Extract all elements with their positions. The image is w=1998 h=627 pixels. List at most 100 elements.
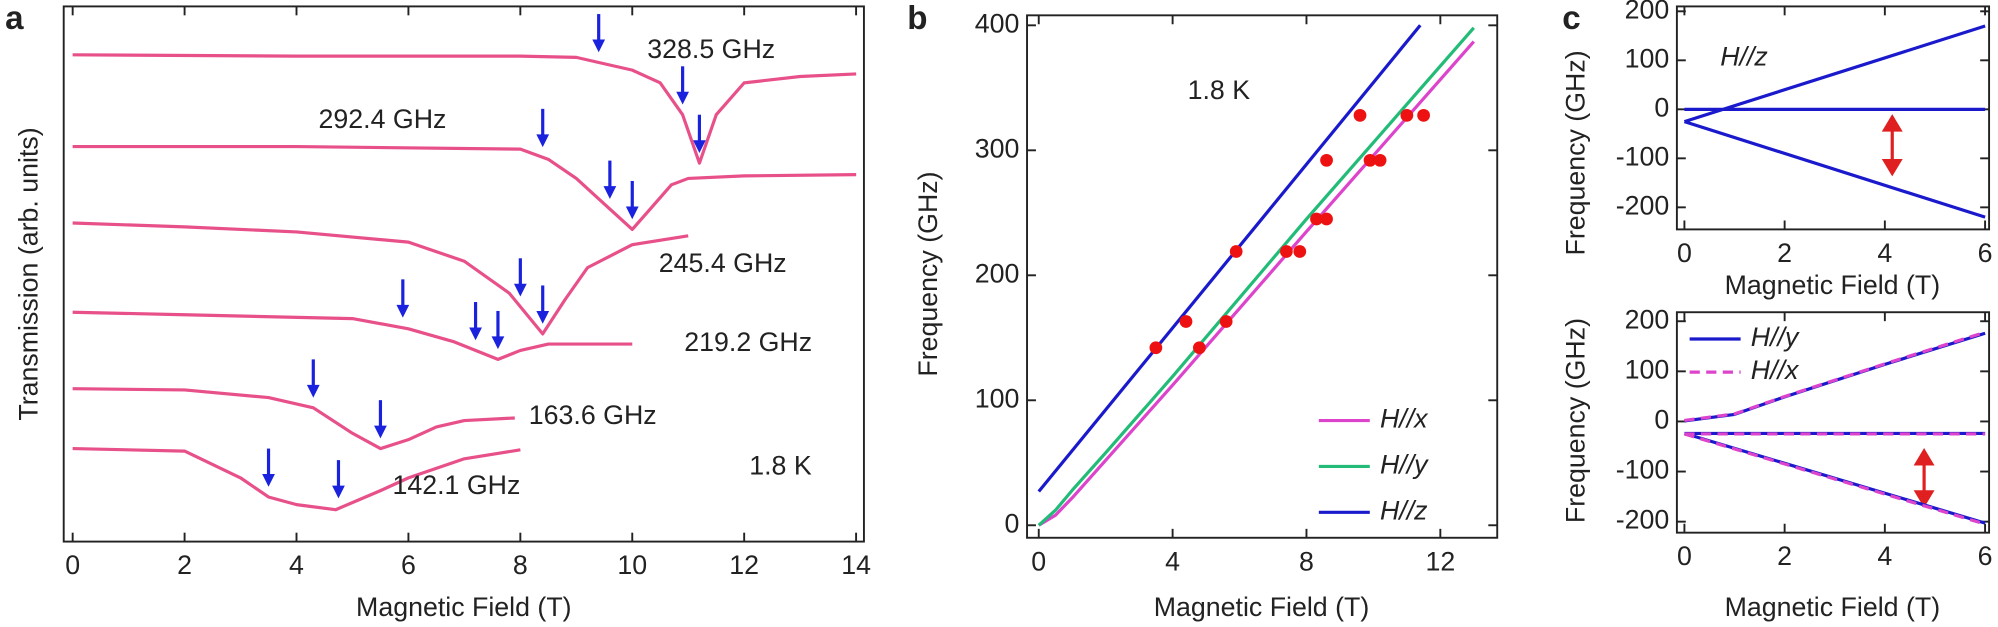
x-tick-label: 4: [1877, 238, 1892, 268]
annotation: 1.8 K: [1188, 75, 1251, 105]
resonance-arrow: [396, 279, 410, 318]
y-tick-label: 200: [1625, 0, 1670, 24]
panel-label: a: [5, 0, 24, 37]
arrow-head: [536, 134, 550, 148]
data-point: [1417, 108, 1430, 122]
x-tick-label: 12: [729, 550, 759, 580]
series-line: [72, 221, 689, 336]
x-tick-label: 2: [1777, 541, 1792, 571]
arrow-head: [1881, 158, 1903, 177]
resonance-arrow: [536, 108, 550, 148]
x-tick-label: 6: [1978, 541, 1993, 571]
y-axis-label: Transmission (arb. units): [14, 127, 44, 420]
y-tick-label: 400: [975, 8, 1020, 38]
series-line: [1683, 330, 1986, 526]
y-tick-label: 100: [1625, 43, 1670, 73]
resonance-arrow: [491, 310, 505, 350]
series-line: [72, 310, 633, 361]
y-tick-label: 100: [975, 383, 1020, 413]
series-label: 163.6 GHz: [529, 400, 657, 430]
y-tick-label: -100: [1616, 141, 1670, 171]
x-axis-label: Magnetic Field (T): [1725, 592, 1941, 622]
arrow-head: [469, 327, 482, 341]
x-tick-label: 6: [401, 550, 416, 580]
data-point: [1320, 212, 1333, 226]
legend-label: H//y: [1380, 449, 1429, 479]
y-tick-label: -100: [1616, 455, 1670, 485]
series-line: [72, 53, 857, 165]
x-tick-label: 8: [1299, 546, 1314, 576]
x-tick-label: 4: [289, 550, 304, 580]
series-line: [1037, 40, 1475, 527]
x-tick-label: 8: [513, 550, 528, 580]
arrow-head: [332, 485, 345, 499]
arrow-head: [676, 91, 689, 105]
legend-label: H//x: [1751, 355, 1800, 385]
y-tick-label: 200: [975, 258, 1020, 288]
series-label: 245.4 GHz: [659, 248, 787, 278]
arrow-head: [536, 310, 550, 324]
x-tick-label: 0: [1031, 546, 1046, 576]
legend-label: H//x: [1380, 404, 1429, 434]
arrow-head: [262, 474, 275, 487]
annotation: H//z: [1720, 42, 1768, 72]
arrow-head: [625, 206, 639, 220]
y-axis-label: Frequency (GHz): [1561, 318, 1591, 523]
resonance-arrow: [603, 160, 617, 199]
series-line: [1037, 26, 1475, 527]
resonance-arrow: [374, 400, 387, 439]
arrow-head: [306, 384, 320, 398]
resonance-arrow: [592, 14, 606, 53]
y-axis-label: Frequency (GHz): [1561, 50, 1591, 255]
legend-label: H//z: [1380, 495, 1428, 525]
data-point: [1280, 245, 1293, 258]
x-tick-label: 0: [1677, 238, 1692, 268]
plot-frame: [1675, 311, 1991, 534]
panel-label: c: [1562, 0, 1580, 37]
series-line: [72, 446, 521, 512]
data-point: [1149, 341, 1163, 355]
arrow-head: [592, 39, 606, 53]
y-tick-label: 0: [1654, 405, 1669, 435]
x-tick-label: 6: [1978, 238, 1993, 268]
series-line: [72, 144, 857, 231]
y-tick-label: 0: [1004, 508, 1019, 538]
x-tick-label: 14: [841, 550, 871, 580]
resonance-arrow: [625, 180, 639, 220]
data-point: [1320, 153, 1333, 167]
data-point: [1373, 153, 1387, 167]
y-axis-label: Frequency (GHz): [913, 171, 943, 376]
data-point: [1219, 315, 1233, 328]
arrow-head: [1881, 114, 1903, 132]
series-line: [1683, 24, 1986, 219]
data-point: [1400, 108, 1414, 122]
arrow-head: [396, 304, 410, 318]
y-tick-label: 0: [1654, 92, 1669, 122]
series-label: 219.2 GHz: [684, 327, 812, 357]
resonance-arrow: [693, 114, 706, 153]
arrow-head: [693, 140, 706, 153]
arrow-head: [491, 336, 505, 350]
data-point: [1293, 245, 1307, 258]
resonance-arrow: [306, 359, 320, 398]
x-tick-label: 2: [177, 550, 192, 580]
arrow-head: [603, 186, 617, 199]
x-tick-label: 12: [1425, 546, 1455, 576]
data-point: [1229, 245, 1243, 258]
x-axis-label: Magnetic Field (T): [356, 592, 572, 622]
arrow-head: [1913, 490, 1935, 508]
plot-frame: [1026, 14, 1499, 539]
arrow-head: [513, 283, 527, 297]
data-point: [1353, 108, 1367, 122]
plot-frame: [62, 5, 865, 543]
series-label: 292.4 GHz: [319, 104, 447, 134]
resonance-arrow: [332, 460, 345, 499]
arrow-head: [1913, 448, 1935, 466]
x-tick-label: 4: [1877, 541, 1892, 571]
y-tick-label: -200: [1616, 505, 1670, 535]
arrow-head: [374, 425, 387, 439]
series-line: [1037, 24, 1422, 493]
x-tick-label: 10: [617, 550, 647, 580]
data-point: [1179, 315, 1193, 328]
